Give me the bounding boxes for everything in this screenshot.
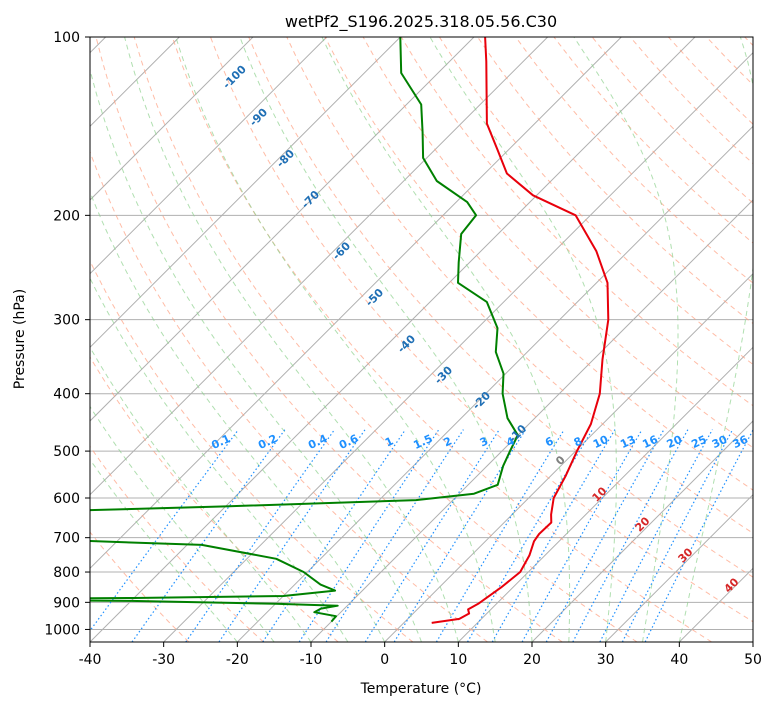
x-tick-label: 40 — [670, 652, 688, 668]
y-axis-label: Pressure (hPa) — [12, 289, 28, 389]
dry-adiabat-line — [400, 37, 753, 407]
isotherm-line — [90, 37, 328, 275]
y-tick-label: 600 — [53, 491, 80, 507]
dry-adiabat-line — [90, 531, 190, 642]
dry-adiabat-line — [286, 37, 753, 534]
x-tick-label: -20 — [226, 652, 249, 668]
isotherm-line — [457, 346, 753, 642]
isotherm-line — [90, 37, 549, 496]
x-axis-label: Temperature (°C) — [360, 681, 482, 697]
mixing-ratio-line — [521, 429, 643, 642]
y-tick-label: 100 — [53, 30, 80, 46]
dry-adiabat-line — [95, 37, 563, 642]
isotherm-line — [90, 37, 401, 349]
dry-adiabat-line — [90, 356, 339, 642]
x-tick-label: 20 — [523, 652, 541, 668]
moist-adiabat-line — [90, 277, 349, 642]
dry-adiabat-line — [90, 445, 264, 642]
mixing-ratio-line — [325, 429, 464, 642]
chart-title: wetPf2_S196.2025.318.05.56.C30 — [285, 12, 557, 32]
y-tick-label: 300 — [53, 313, 80, 329]
y-tick-label: 800 — [53, 565, 80, 581]
y-tick-label: 900 — [53, 595, 80, 611]
x-tick-label: -40 — [79, 652, 102, 668]
moist-adiabat-line — [429, 37, 617, 642]
dry-adiabat-line — [515, 37, 753, 284]
y-axis: 1000 900 800 700 600 500 400 300 200 100 — [44, 30, 90, 638]
y-tick-label: 400 — [53, 387, 80, 403]
mixing-ratio-line — [491, 429, 616, 642]
x-tick-label: 30 — [597, 652, 615, 668]
isotherm-line — [163, 51, 753, 642]
mixing-ratio-label: 36 — [731, 433, 751, 451]
mixing-ratio-line — [435, 429, 565, 642]
mixing-ratio-label: 10 — [591, 433, 611, 451]
mixing-ratio-line — [131, 429, 286, 642]
mixing-ratio-line — [599, 429, 713, 642]
mixing-ratio-line — [466, 429, 593, 642]
y-tick-label: 200 — [53, 208, 80, 224]
moist-adiabat-line — [239, 37, 533, 642]
x-tick-label: -30 — [152, 652, 175, 668]
dry-adiabat-line — [438, 37, 753, 366]
y-tick-label: 500 — [53, 444, 80, 460]
dry-adiabat-line — [90, 259, 414, 642]
moist-adiabat-line — [175, 37, 496, 642]
isotherm-line — [605, 493, 753, 642]
plot-area: -100-90-80-70-60-50-40-30-20-100.1 0.2 0.4… — [90, 37, 753, 642]
moist-adiabat-line — [90, 405, 275, 642]
x-tick-label: -10 — [300, 652, 323, 668]
mixing-ratio-line — [644, 429, 753, 642]
moist-adiabat-line — [573, 37, 679, 642]
dry-adiabat-line — [248, 37, 753, 578]
x-tick-label: 50 — [744, 652, 762, 668]
isotherm-line — [384, 272, 753, 642]
temperature-profile-line — [431, 37, 610, 624]
x-tick-label: 10 — [449, 652, 467, 668]
moist-adiabat-line — [321, 37, 571, 642]
x-axis: -40 -30 -20 -10 0 10 20 30 40 50 — [79, 642, 762, 668]
dry-adiabat-line — [133, 37, 638, 642]
plot-frame — [89, 36, 754, 643]
mixing-ratio-label: 30 — [710, 433, 730, 451]
mixing-ratio-line — [298, 429, 440, 642]
y-tick-label: 1000 — [44, 622, 80, 638]
mixing-ratio-line — [572, 429, 689, 642]
moist-adiabat-line — [90, 458, 238, 642]
moist-adiabat-line — [124, 37, 459, 642]
mixing-ratio-label: 16 — [640, 433, 660, 451]
mixing-ratio-label: 20 — [665, 433, 685, 451]
mixing-ratio-line — [621, 429, 734, 642]
mixing-ratio-label: 25 — [689, 433, 708, 451]
isotherm-line — [90, 37, 475, 422]
y-tick-label: 700 — [53, 531, 80, 547]
mixing-ratio-line — [218, 429, 366, 642]
series-layer — [90, 37, 610, 624]
mixing-ratio-line — [90, 429, 239, 632]
isotherm-line — [236, 125, 753, 642]
mixing-ratio-line — [545, 429, 665, 642]
moist-adiabat-line — [90, 67, 422, 642]
moist-adiabat-line — [90, 190, 386, 642]
isotherm-line — [90, 37, 254, 201]
dewpoint-profile-line — [90, 37, 519, 623]
grid-layer — [90, 37, 753, 642]
dry-adiabat-line — [171, 37, 712, 642]
dry-adiabat-line — [90, 150, 488, 642]
mixing-ratio-label: 13 — [618, 433, 637, 451]
x-tick-label: 0 — [380, 652, 389, 668]
moist-adiabat-line — [90, 346, 312, 642]
isotherm-line — [531, 420, 753, 642]
